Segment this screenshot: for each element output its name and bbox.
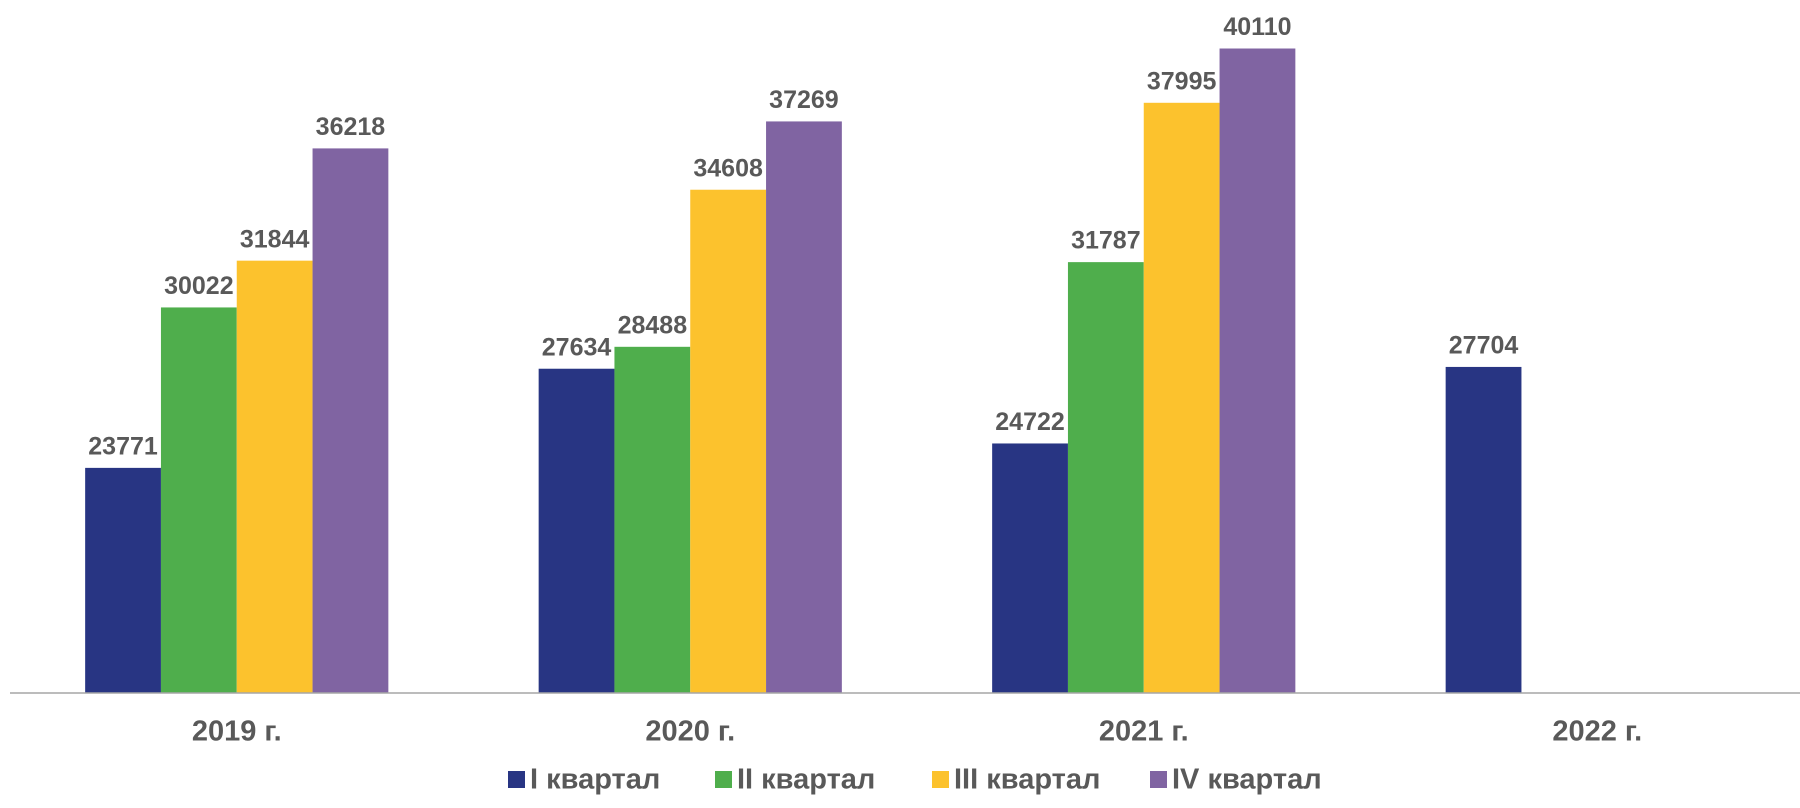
legend-swatch (932, 771, 949, 788)
legend-label: I квартал (530, 764, 660, 796)
bar (160, 307, 237, 693)
bar (992, 443, 1068, 693)
bar (1067, 262, 1144, 693)
legend-swatch (715, 771, 732, 788)
legend-swatch (1150, 771, 1167, 788)
legend-label: II квартал (737, 764, 875, 796)
data-label: 30022 (164, 272, 234, 300)
bar (312, 148, 389, 693)
data-label: 37269 (769, 86, 839, 114)
data-label: 24722 (995, 408, 1065, 436)
data-label: 28488 (618, 311, 688, 339)
bar (85, 467, 161, 693)
x-tick-label: 2019 г. (192, 716, 282, 748)
data-label: 31844 (240, 225, 310, 253)
data-label: 27634 (542, 333, 612, 361)
data-label: 36218 (316, 113, 386, 141)
bar (236, 260, 313, 693)
x-tick-label: 2022 г. (1552, 716, 1642, 748)
data-label: 34608 (693, 154, 763, 182)
legend-swatch (508, 771, 525, 788)
bar (1219, 48, 1296, 693)
bar (690, 189, 767, 693)
data-label: 31787 (1071, 227, 1141, 255)
bar (1143, 102, 1220, 694)
bar (614, 346, 691, 693)
legend-label: III квартал (954, 764, 1100, 796)
legend-label: IV квартал (1172, 764, 1322, 796)
x-tick-label: 2020 г. (645, 716, 735, 748)
bar (1445, 366, 1522, 693)
data-label: 37995 (1147, 67, 1217, 95)
x-tick-label: 2021 г. (1099, 716, 1189, 748)
data-label: 23771 (88, 432, 158, 460)
data-label: 27704 (1449, 332, 1519, 360)
bar (766, 121, 842, 693)
data-label: 40110 (1223, 13, 1291, 41)
bar (538, 368, 615, 693)
